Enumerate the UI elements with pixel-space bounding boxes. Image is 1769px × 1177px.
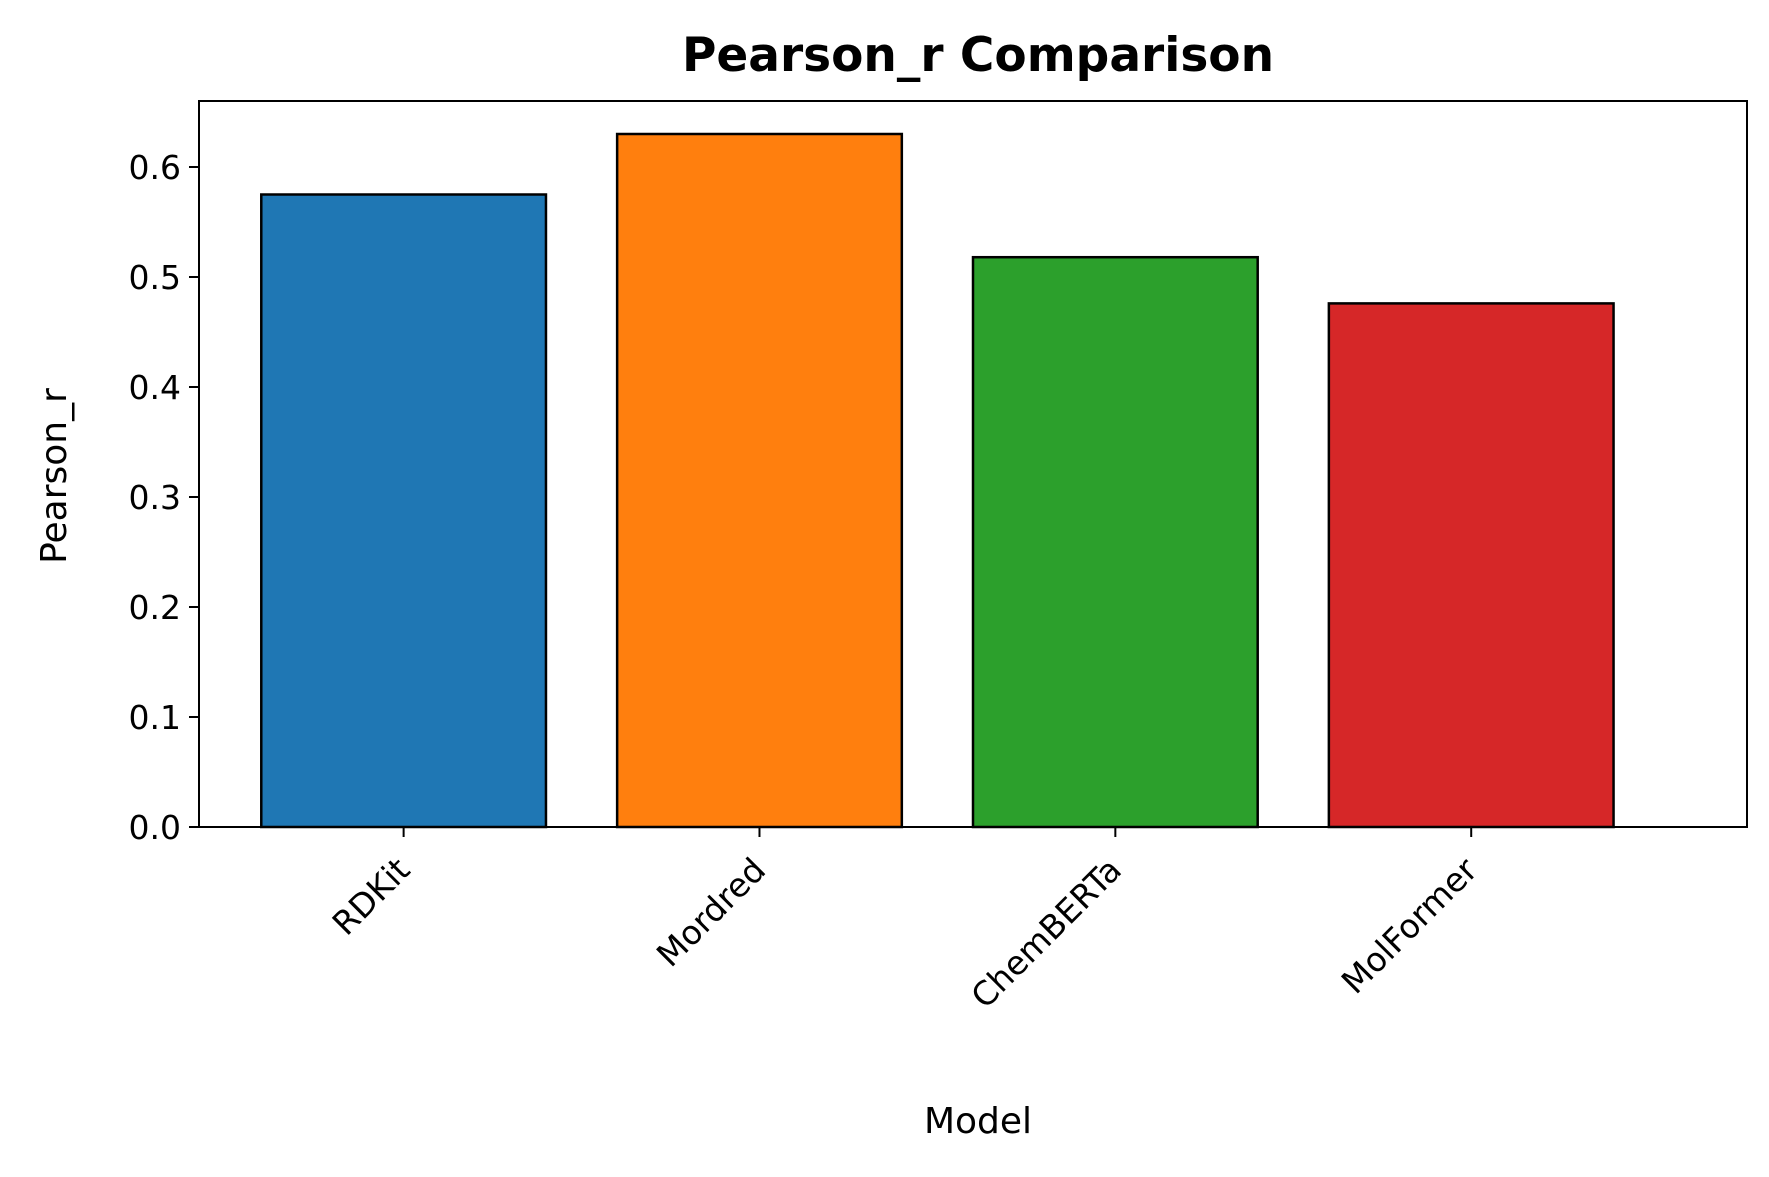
chart-title: Pearson_r Comparison xyxy=(682,28,1274,83)
y-tick-label: 0.6 xyxy=(129,148,181,187)
y-tick-label: 0.3 xyxy=(129,478,181,517)
y-tick-label: 0.2 xyxy=(129,588,181,627)
bar-molformer xyxy=(1327,302,1615,829)
bar-mordred xyxy=(615,132,904,829)
y-tick-label: 0.4 xyxy=(129,368,181,407)
plot-area-frame xyxy=(198,100,1748,828)
y-tick-label: 0.5 xyxy=(129,258,181,297)
y-tick-label: 0.0 xyxy=(129,808,181,847)
bar-rdkit xyxy=(260,193,548,829)
x-axis-label: Model xyxy=(924,1101,1032,1142)
y-tick-label: 0.1 xyxy=(129,698,181,737)
bar-chemberta xyxy=(971,255,1259,829)
y-axis-ticks: 0.0 0.1 0.2 0.3 0.4 0.5 0.6 xyxy=(129,148,199,847)
bars-layer xyxy=(260,132,1615,829)
y-axis-label: Pearson_r xyxy=(34,388,75,564)
